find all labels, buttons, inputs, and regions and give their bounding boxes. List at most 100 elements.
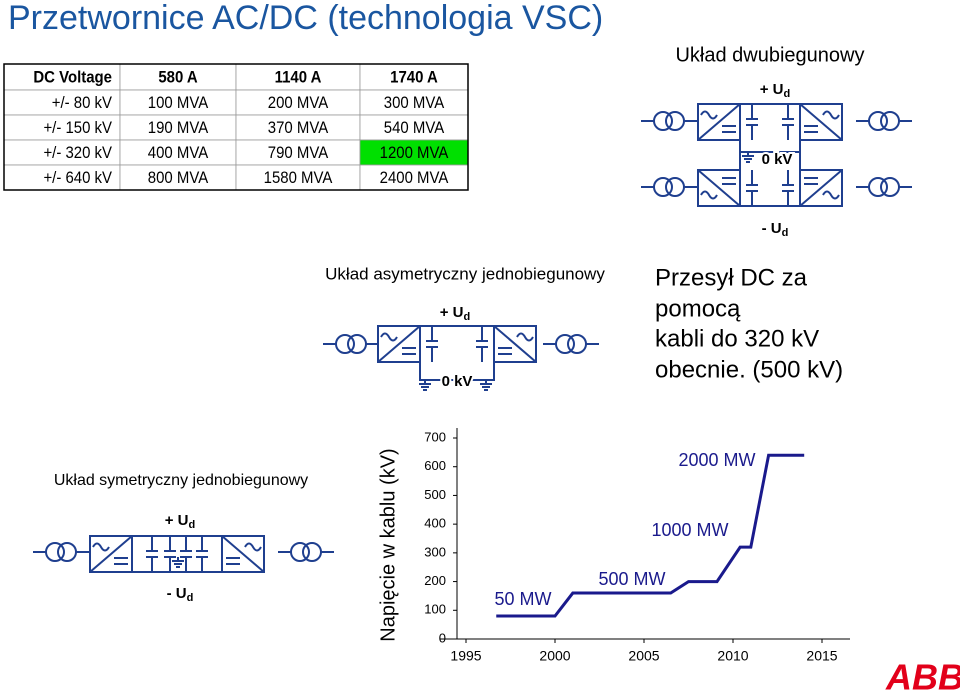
note-line: Przesył DC za [655,264,808,291]
wire [782,104,794,140]
wire [164,536,176,572]
x-tick-label: 2010 [717,648,748,664]
table-header: DC Voltage [33,69,112,87]
table-cell [359,114,469,141]
converter [221,535,265,573]
table-header: 1140 A [275,69,322,87]
voltage-label: 0 kV [442,373,473,390]
annotation: 500 MW [598,569,665,589]
annotation: 50 MW [494,589,551,609]
wire [426,326,438,362]
transformer [665,111,685,131]
voltage-label: - Ud [167,585,194,604]
y-tick-label: 300 [424,544,446,559]
table-text: 1580 MVA [264,169,333,187]
y-tick-label: 100 [424,602,446,617]
table-cell [359,89,469,116]
wire [146,536,158,572]
wire [739,103,801,207]
wire [244,542,262,552]
wire [92,542,110,552]
voltage-subscript: d [187,592,194,604]
voltage-subscript: d [189,519,196,531]
data-line [496,453,805,618]
transformer [567,334,587,354]
table-text: +/- 320 kV [43,144,112,162]
y-tick-label: 0 [439,630,446,645]
wire [697,169,741,207]
asymmetric-label: Układ asymetryczny jednobiegunowy [325,264,605,283]
wire [822,110,840,120]
table-text: 400 MVA [148,144,209,162]
wire [746,170,758,206]
table-text: 200 MVA [268,94,329,112]
slide-title: Przetwornice AC/DC (technologia VSC) [8,0,603,37]
table-text: 190 MVA [148,119,209,137]
converter [697,103,741,141]
note-line: kabli do 320 kV [655,325,819,352]
wire [114,557,128,565]
voltage-label: 0 kV [762,151,793,168]
converter [799,103,843,141]
table-text: 540 MVA [384,119,445,137]
voltage-label: + U [760,81,784,98]
annotation: 1000 MW [651,520,728,540]
table-text: 790 MVA [268,144,329,162]
table-text: 370 MVA [268,119,329,137]
table-text: +/- 150 kV [43,119,112,137]
wire [196,536,208,572]
wire [180,536,192,572]
transformer [347,334,367,354]
table-cell [235,164,361,191]
y-tick-label: 700 [424,429,446,444]
symmetric-label: Układ symetryczny jednobiegunowy [54,472,308,489]
table-cell [3,63,121,91]
transformer [665,177,685,197]
transformer [880,177,900,197]
table-header: 580 A [158,69,198,87]
transformer [880,111,900,131]
wire [799,169,843,207]
x-tick-label: 2005 [628,648,659,664]
wire [746,104,758,140]
annotation: 2000 MW [678,450,755,470]
y-tick-label: 400 [424,516,446,531]
wire [132,535,222,573]
note-line: obecnie. (500 kV) [655,356,843,383]
wire [221,535,265,573]
wire [480,380,492,391]
voltage-label: + Ud [165,512,196,531]
wire [722,177,736,185]
converter [89,535,133,573]
x-tick-label: 1995 [450,648,481,664]
voltage-label: - U [762,220,782,237]
voltage-subscript: d [784,88,791,100]
voltage-label: + Ud [760,81,791,100]
wire [419,380,431,391]
y-tick-label: 200 [424,573,446,588]
table-cell [119,63,237,91]
wire [804,125,818,133]
table-text: 100 MVA [148,94,209,112]
transformer [57,542,77,562]
y-tick-label: 600 [424,458,446,473]
wire [804,177,818,185]
table-text: 2400 MVA [380,169,449,187]
voltage-label: + Ud [440,304,471,323]
wire [172,557,184,568]
voltage-subscript: d [782,227,789,239]
converter [377,325,421,363]
wire [226,557,240,565]
wire [697,103,741,141]
wire [89,535,133,573]
y-tick-label: 500 [424,487,446,502]
converter [493,325,537,363]
x-tick-label: 2015 [806,648,837,664]
table-text: 1200 MVA [380,144,449,162]
voltage-label: + U [165,512,189,529]
wire [476,326,488,362]
wire [700,110,718,120]
note-line: pomocą [655,295,741,322]
table-text: +/- 640 kV [43,169,112,187]
voltage-subscript: d [464,311,471,323]
